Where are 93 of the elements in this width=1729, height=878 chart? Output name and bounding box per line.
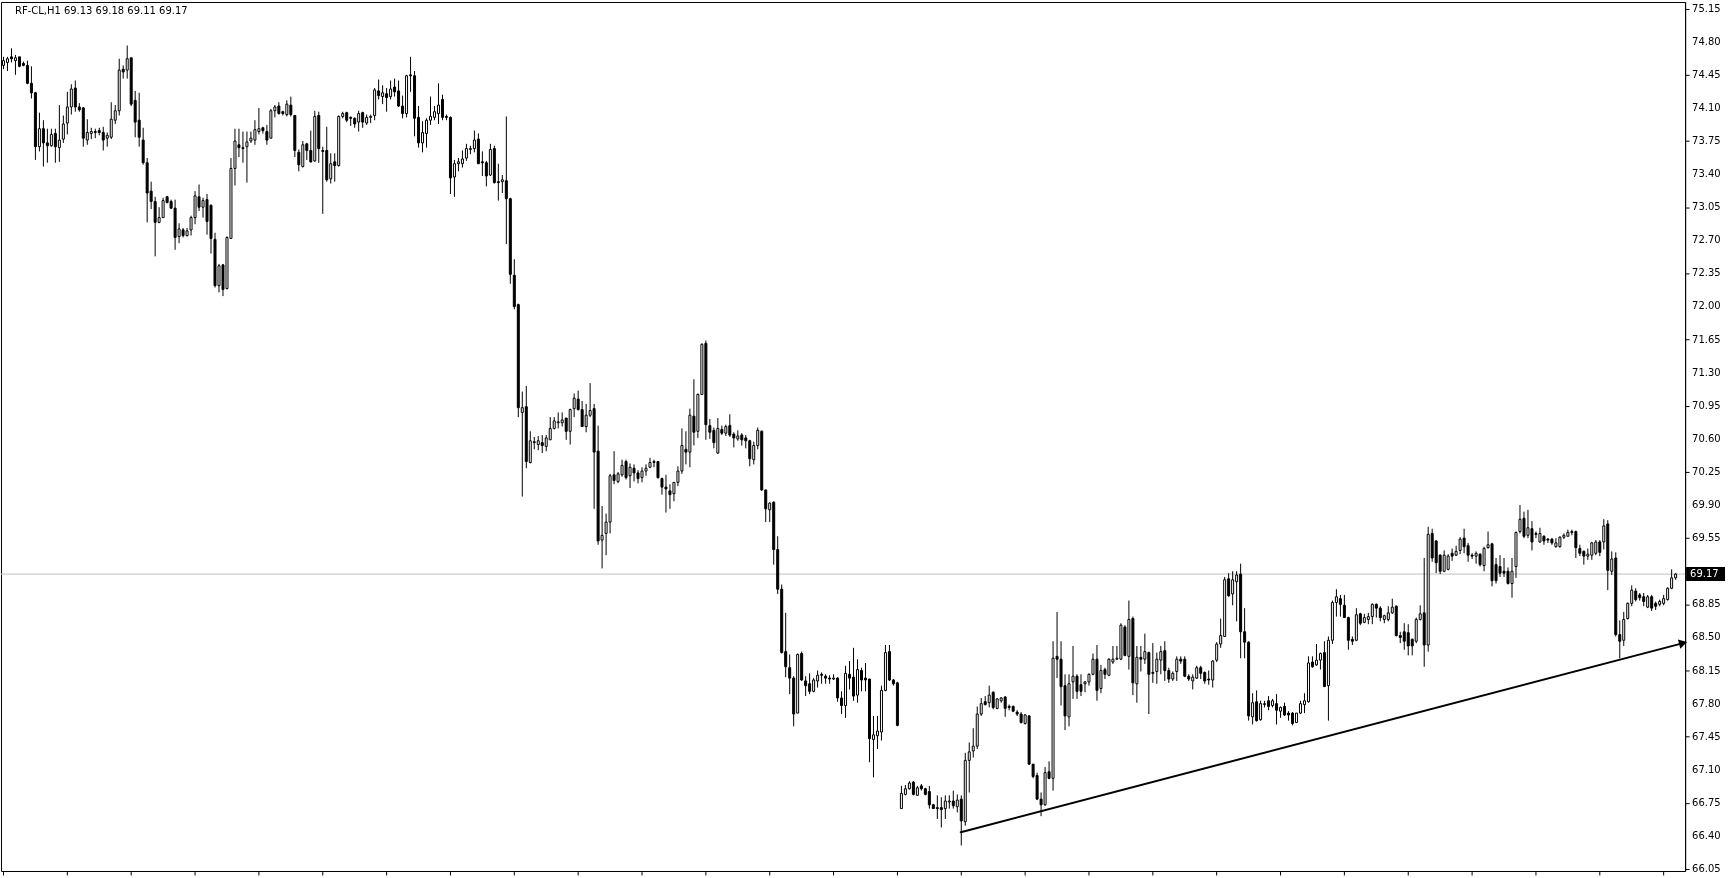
candlestick: [1175, 655, 1179, 682]
y-tick-label: 72.00: [1692, 300, 1721, 312]
candlestick: [939, 796, 943, 828]
candlestick: [632, 463, 636, 482]
candlestick: [1079, 673, 1083, 697]
ref-line-label: 69.17: [1690, 568, 1719, 580]
candlestick: [357, 110, 361, 133]
y-tick-label: 74.80: [1692, 35, 1721, 47]
candlestick: [1275, 693, 1279, 725]
candlestick: [1534, 531, 1538, 539]
candlestick: [425, 117, 429, 149]
candlestick: [321, 146, 325, 215]
y-tick-label: 75.15: [1692, 2, 1721, 14]
y-tick-label: 69.55: [1692, 532, 1721, 544]
candlestick: [201, 197, 205, 219]
candlestick: [1259, 700, 1263, 722]
candlestick: [109, 101, 113, 140]
candlestick: [1159, 645, 1163, 675]
candlestick: [1574, 530, 1578, 559]
candlestick: [1314, 643, 1318, 667]
candlestick: [1554, 537, 1558, 549]
candlestick: [137, 92, 141, 148]
candlestick: [1622, 611, 1626, 647]
y-tick-label: 72.35: [1692, 267, 1721, 279]
candlestick: [57, 104, 61, 163]
candlestick: [1338, 594, 1342, 618]
y-tick-label: 74.10: [1692, 101, 1721, 113]
y-tick-label: 67.80: [1692, 697, 1721, 709]
candlestick: [329, 152, 333, 185]
candlestick: [440, 94, 444, 121]
candlestick: [1370, 602, 1374, 625]
candlestick: [943, 794, 947, 820]
candlestick: [301, 140, 305, 168]
candlestick: [73, 79, 77, 113]
candlestick: [935, 794, 939, 820]
y-tick-label: 67.10: [1692, 763, 1721, 775]
y-tick-label: 66.40: [1692, 830, 1721, 842]
candlestick: [860, 667, 863, 692]
candlestick: [1402, 622, 1406, 651]
candlestick: [245, 131, 249, 184]
y-tick-label: 73.75: [1692, 135, 1721, 146]
candlestick: [289, 96, 293, 117]
candlestick: [1163, 640, 1167, 682]
candlestick: [13, 54, 17, 76]
candlestick: [568, 408, 572, 446]
candlestick: [389, 79, 393, 100]
candlestick: [836, 676, 840, 703]
candlestick: [45, 128, 49, 164]
y-tick-label: 71.65: [1692, 333, 1721, 345]
y-tick-label: 67.45: [1692, 730, 1721, 742]
candlestick: [628, 462, 632, 489]
candlestick: [381, 84, 385, 105]
y-tick-label: 66.75: [1692, 796, 1721, 808]
candlestick: [808, 672, 812, 695]
candlestick: [53, 128, 57, 164]
candlestick: [820, 671, 824, 685]
candlestick: [572, 392, 576, 418]
y-tick-label: 73.40: [1692, 168, 1721, 180]
candlestick: [161, 197, 165, 219]
candlestick: [1155, 652, 1159, 685]
candlestick: [1151, 642, 1155, 684]
y-tick-label: 70.25: [1692, 465, 1721, 477]
candlestick: [421, 120, 425, 153]
candlestick: [1406, 623, 1410, 656]
y-tick-label: 69.90: [1692, 499, 1721, 511]
candlestick: [1003, 695, 1007, 718]
candlestick: [987, 685, 991, 708]
candlestick: [1474, 550, 1478, 565]
candlestick: [899, 785, 903, 810]
candlestick: [1255, 689, 1259, 723]
candlestick: [927, 785, 931, 810]
candlestick: [1498, 554, 1502, 578]
candlestick: [385, 87, 389, 113]
y-tick-label: 72.70: [1692, 234, 1721, 246]
y-tick-label: 70.95: [1692, 399, 1721, 411]
candlestick: [664, 474, 668, 514]
y-tick-label: 73.05: [1692, 201, 1721, 213]
candlestick: [748, 439, 752, 467]
y-tick-label: 66.05: [1692, 863, 1721, 875]
candlestick: [580, 400, 584, 428]
y-tick-label: 68.15: [1692, 664, 1721, 676]
y-tick-label: 70.60: [1692, 432, 1721, 444]
candlestick: [41, 119, 45, 168]
y-tick-label: 68.85: [1692, 598, 1721, 610]
candlestick: [728, 413, 732, 438]
chart-title: RF-CL,H1 69.13 69.18 69.11 69.17: [14, 4, 188, 16]
y-tick-label: 74.45: [1692, 68, 1721, 80]
y-tick-label: 71.30: [1692, 366, 1721, 378]
candlestick: [640, 466, 644, 483]
candlestick: [1414, 617, 1418, 644]
candlestick: [101, 126, 105, 151]
y-tick-label: 68.50: [1692, 631, 1721, 643]
candlestick: [1231, 570, 1235, 606]
